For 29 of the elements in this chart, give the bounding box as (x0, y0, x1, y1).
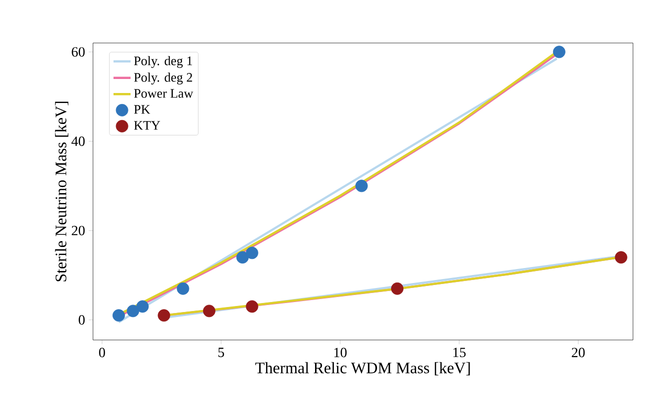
x-axis-title: Thermal Relic WDM Mass [keV] (255, 362, 470, 376)
x-tick-label: 15 (453, 348, 466, 358)
point (126, 304, 140, 318)
x-tick-label: 0 (99, 348, 106, 358)
legend-label: Poly. deg 2 (134, 72, 192, 84)
x-tick-label: 20 (572, 348, 585, 358)
point (136, 300, 149, 313)
legend-label: Poly. deg 1 (134, 56, 192, 68)
x-tick-label: 10 (334, 348, 347, 358)
point (614, 251, 628, 264)
point (355, 180, 368, 192)
point (246, 300, 258, 313)
y-tick-label: 20 (72, 226, 85, 236)
y-tick-label: 60 (72, 47, 85, 57)
point (391, 282, 404, 295)
y-tick-label: 40 (71, 136, 85, 146)
point (176, 282, 190, 295)
point (236, 251, 249, 264)
legend-label: KTY (134, 121, 160, 130)
point (158, 309, 170, 322)
x-tick-label: 5 (218, 348, 224, 358)
legend-label: Power Law (134, 89, 194, 98)
point (112, 309, 125, 322)
point (552, 46, 566, 58)
point (202, 304, 216, 318)
point (246, 246, 258, 260)
y-tick-label: 0 (78, 315, 85, 325)
y-axis-title: Sterile Neutrino Mass [keV] (55, 102, 68, 282)
legend-label: PK (134, 105, 150, 114)
